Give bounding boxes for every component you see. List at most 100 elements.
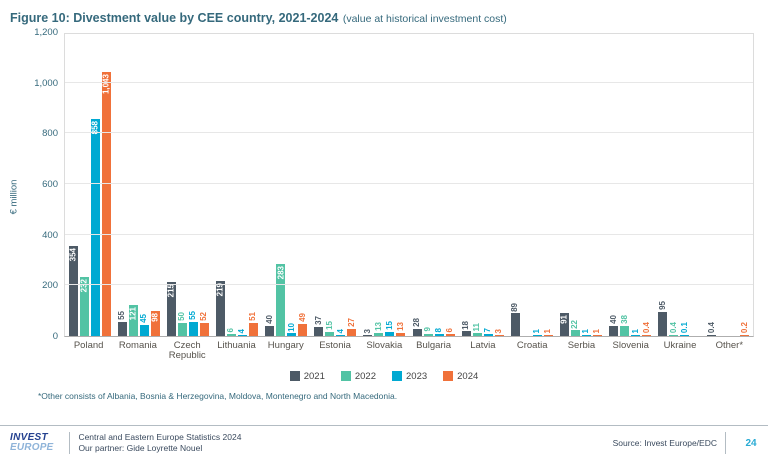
bar-slot: 27 xyxy=(347,34,357,336)
bar-slot: 89 xyxy=(510,34,520,336)
bar-2023 xyxy=(336,335,346,336)
footer-text: Central and Eastern Europe Statistics 20… xyxy=(78,432,241,455)
bar-slot: 1 xyxy=(543,34,553,336)
x-tick-label: Ukraine xyxy=(663,340,697,351)
bar-value-label: 89 xyxy=(510,302,520,312)
bar-value-label: 3 xyxy=(362,328,372,334)
bar-2022 xyxy=(177,323,187,336)
bar-2023 xyxy=(581,335,591,336)
chart-title-suffix: (value at historical investment cost) xyxy=(342,13,507,25)
bar-2021: 219 xyxy=(215,280,225,336)
legend-item-2022: 2022 xyxy=(340,371,376,382)
bar-2023 xyxy=(287,333,297,336)
bar-slot: 51 xyxy=(248,34,258,336)
bar-2023 xyxy=(680,335,690,336)
bar-group: 89 1 1 xyxy=(507,34,556,336)
footer-line2: Our partner: Gide Loyrette Nouel xyxy=(78,443,203,453)
bar-2022: 232 xyxy=(79,277,89,336)
plot-column: 354 232 858 1,043 55 121 45 98 215 50 55 52 219 6 4 51 4… xyxy=(64,33,754,362)
bar-2021 xyxy=(412,328,422,336)
bar-2021 xyxy=(265,325,275,336)
footer-line1: Central and Eastern Europe Statistics 20… xyxy=(78,431,242,442)
bar-slot: 3 xyxy=(363,34,373,336)
bar-2022 xyxy=(570,330,580,336)
bar-value-label: 1 xyxy=(532,328,542,334)
bar-slot: 354 xyxy=(68,34,78,336)
bar-value-label: 22 xyxy=(570,319,580,329)
y-tick-label: 1,000 xyxy=(34,77,58,89)
bar-slot: 4 xyxy=(336,34,346,336)
y-tick-label: 600 xyxy=(42,179,58,190)
gridline xyxy=(65,81,753,83)
page-number: 24 xyxy=(745,437,757,449)
bar-slot: 95 xyxy=(658,34,668,336)
bar-slot xyxy=(521,34,531,336)
bar-value-label: 10 xyxy=(286,322,296,332)
bar-2022 xyxy=(226,334,236,336)
legend: 2021 2022 2023 2024 xyxy=(0,371,768,382)
x-tick-label: Croatia xyxy=(516,340,548,351)
bar-value-label: 51 xyxy=(248,312,258,322)
bar-value-label: 121 xyxy=(128,307,138,321)
bar-2024 xyxy=(199,322,209,336)
bar-slot: 0.1 xyxy=(680,34,690,336)
bar-value-label: 215 xyxy=(166,283,176,297)
bar-slot: 6 xyxy=(226,34,236,336)
bar-2021 xyxy=(314,326,324,336)
bar-2024 xyxy=(740,335,750,336)
chart: € million 0 200 400 600 800 1,000 1,200 354 232… xyxy=(6,27,754,362)
bar-slot: 55 xyxy=(188,34,198,336)
bar-value-label: 4 xyxy=(237,328,247,333)
x-tick-label: Lithuania xyxy=(217,340,256,351)
bar-slot: 9 xyxy=(423,34,433,336)
bar-value-label: 40 xyxy=(264,314,274,324)
bar-slot: 40 xyxy=(609,34,619,336)
bar-2023: 858 xyxy=(90,118,100,336)
bar-2023 xyxy=(631,335,641,336)
legend-item-2021: 2021 xyxy=(289,371,325,382)
bar-value-label: 11 xyxy=(472,322,482,332)
bar-2023 xyxy=(237,335,247,336)
bar-group: 215 50 55 52 xyxy=(163,34,212,336)
bar-value-label: 13 xyxy=(395,321,405,331)
bar-slot: 1 xyxy=(581,34,591,336)
bar-2021 xyxy=(707,335,717,336)
bar-slot: 1 xyxy=(631,34,641,336)
x-tick-label: Bulgaria xyxy=(416,340,452,351)
bar-slot: 4 xyxy=(237,34,247,336)
bar-group: 91 22 1 1 xyxy=(556,34,605,336)
bar-group: 95 0.4 0.1 xyxy=(655,34,704,336)
footnote: *Other consists of Albania, Bosnia & Her… xyxy=(38,390,398,401)
legend-swatch xyxy=(392,371,402,382)
bar-2022 xyxy=(325,332,335,336)
bar-2021 xyxy=(658,311,668,336)
bar-value-label: 95 xyxy=(657,301,667,310)
bar-slot: 215 xyxy=(166,34,176,336)
bar-slot: 0.4 xyxy=(642,34,652,336)
gridline xyxy=(65,132,753,134)
logo-invest: INVEST xyxy=(10,432,48,443)
bar-value-label: 91 xyxy=(559,314,569,324)
bar-group: 219 6 4 51 xyxy=(212,34,261,336)
y-axis-labels: 0 200 400 600 800 1,000 1,200 xyxy=(22,27,64,342)
bar-value-label: 15 xyxy=(384,321,394,331)
bar-2022: 121 xyxy=(128,305,138,336)
bar-slot: 15 xyxy=(325,34,335,336)
bar-value-label: 28 xyxy=(412,318,422,327)
bar-slot: 22 xyxy=(570,34,580,336)
logo-europe: EUROPE xyxy=(10,442,54,453)
bar-groups: 354 232 858 1,043 55 121 45 98 215 50 55 52 219 6 4 51 4… xyxy=(65,34,753,336)
x-tick-label: Other* xyxy=(715,340,744,351)
bar-value-label: 1 xyxy=(592,328,602,334)
bar-2023 xyxy=(385,332,395,336)
bar-value-label: 52 xyxy=(199,311,209,321)
bar-slot: 15 xyxy=(385,34,395,336)
bar-slot: 91 xyxy=(559,34,569,336)
y-tick-label: 400 xyxy=(42,229,58,241)
bar-value-label: 1 xyxy=(543,328,553,334)
bar-2022 xyxy=(374,332,384,336)
legend-swatch xyxy=(340,371,351,382)
bar-slot: 45 xyxy=(139,34,149,336)
invest-europe-logo: INVEST EUROPE xyxy=(10,433,53,453)
